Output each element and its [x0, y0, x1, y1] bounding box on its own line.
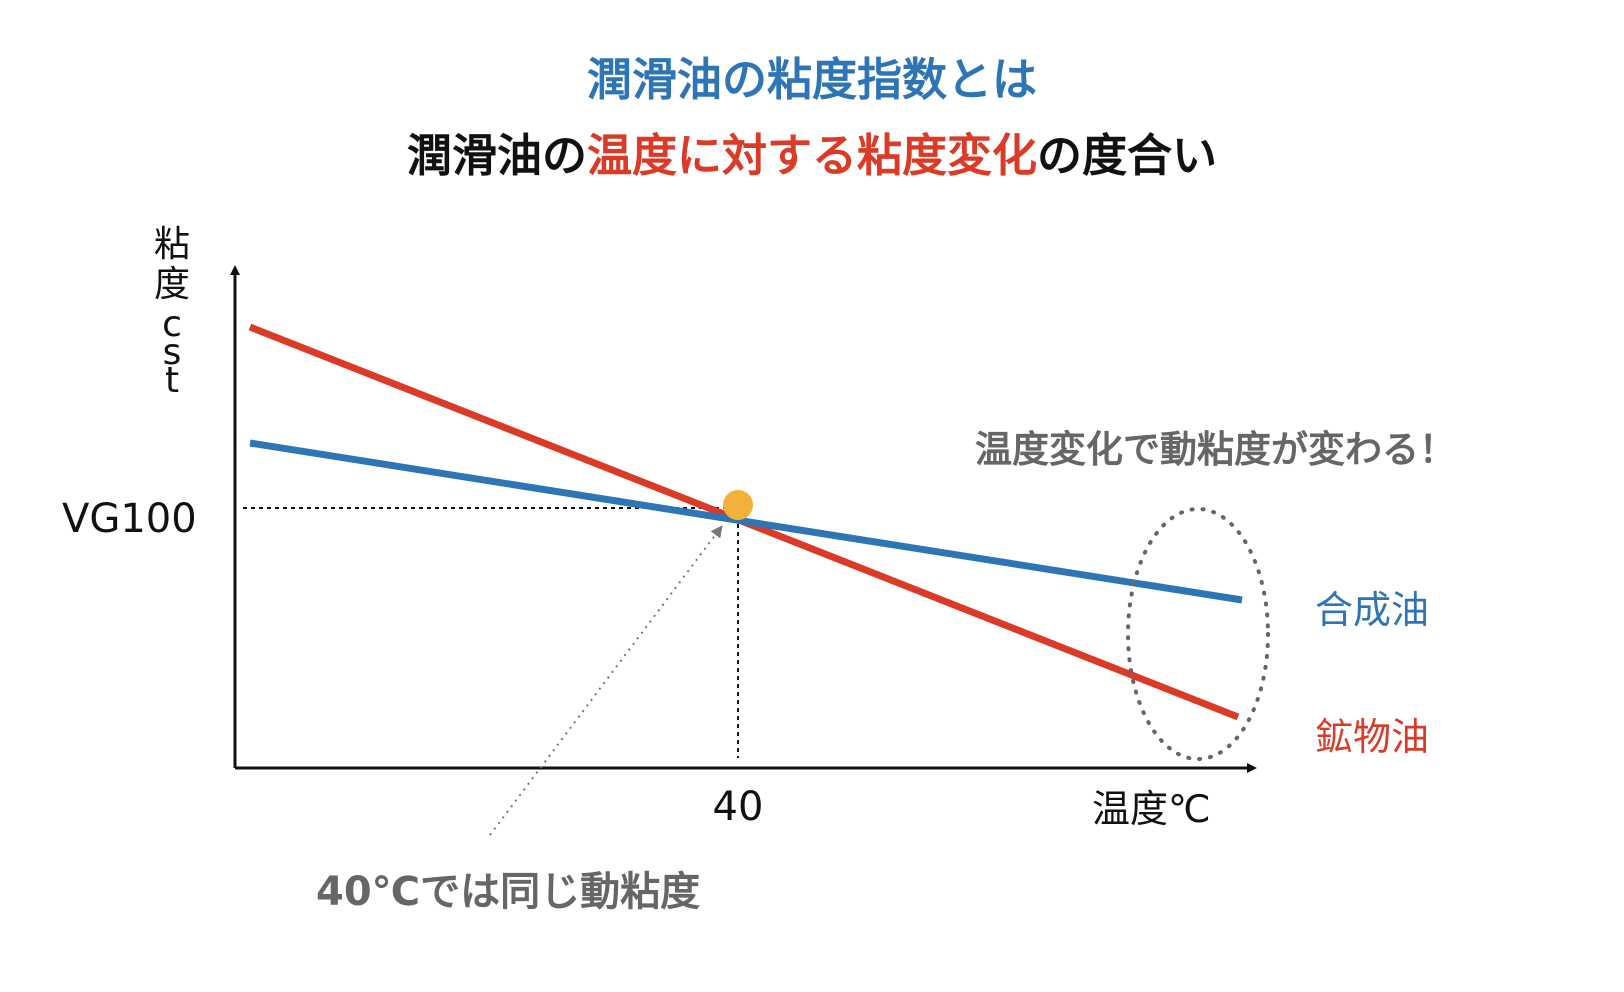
same-viscosity-note: 40℃では同じ動粘度	[316, 869, 700, 915]
temperature-change-note: 温度変化で動粘度が変わる！	[975, 428, 1456, 471]
y-axis-label: 粘度 c s t	[154, 224, 190, 401]
vg100-label: VG100	[62, 496, 197, 542]
mineral-oil-label: 鉱物油	[1315, 715, 1429, 759]
x-40-label: 40	[713, 784, 764, 830]
synthetic-oil-label: 合成油	[1315, 588, 1429, 632]
high-temp-highlight-ellipse	[1126, 507, 1270, 761]
title-line2-part1: 潤滑油の	[406, 129, 587, 182]
intersection-point	[723, 490, 753, 520]
title-line2: 潤滑油の温度に対する粘度変化の度合い	[0, 126, 1624, 186]
title-line1-text: 潤滑油の粘度指数とは	[586, 53, 1037, 106]
synthetic-oil-line	[249, 439, 1243, 604]
x-axis-label: 温度℃	[1092, 787, 1211, 831]
title-line2-highlight: 温度に対する粘度変化	[586, 129, 1037, 182]
title-line1: 潤滑油の粘度指数とは	[0, 50, 1624, 110]
title-line2-part3: の度合い	[1037, 129, 1218, 182]
same-viscosity-arrow	[489, 525, 723, 836]
